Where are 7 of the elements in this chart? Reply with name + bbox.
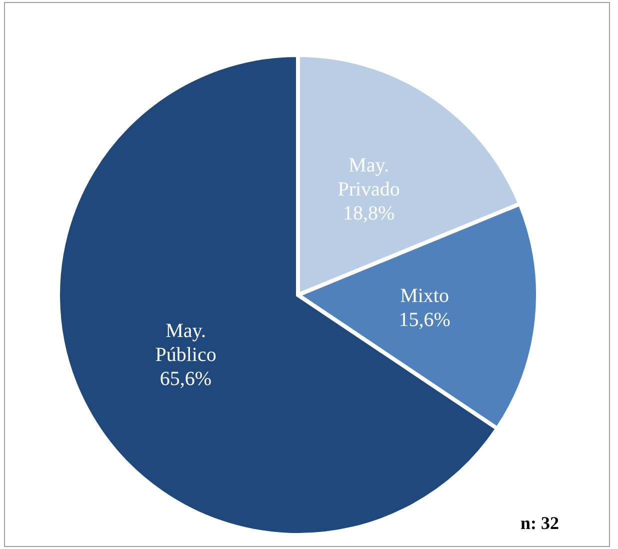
- data-label: 65,6%: [160, 368, 212, 390]
- slice-label: Mixto: [400, 284, 450, 307]
- slice-label: May. Público: [155, 320, 216, 366]
- text: n: 32: [520, 513, 559, 534]
- slice-label: May. Privado: [338, 154, 400, 200]
- data-label: 18,8%: [343, 202, 395, 224]
- data-label: 15,6%: [398, 308, 450, 331]
